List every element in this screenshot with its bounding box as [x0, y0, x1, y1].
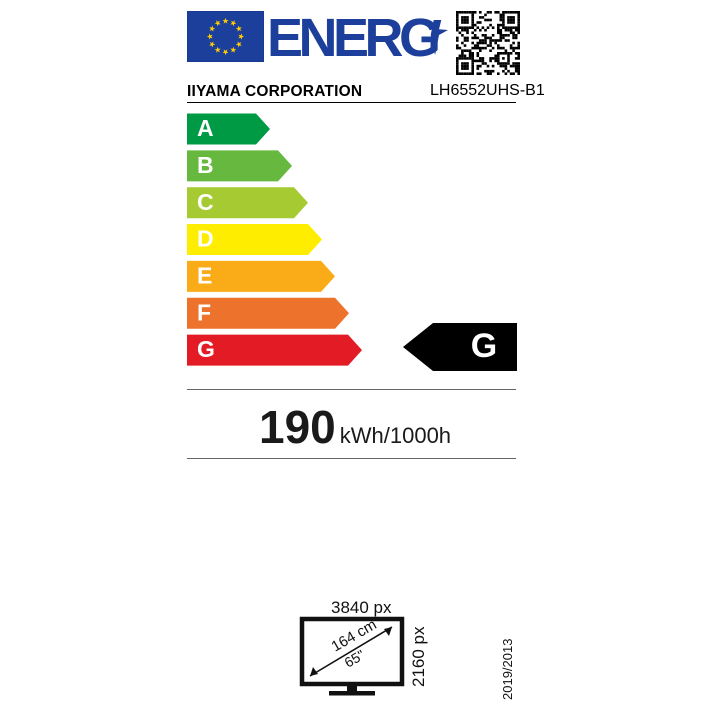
svg-text:2160 px: 2160 px	[409, 626, 428, 687]
svg-text:3840 px: 3840 px	[331, 598, 392, 617]
svg-text:2019/2013: 2019/2013	[500, 639, 515, 700]
